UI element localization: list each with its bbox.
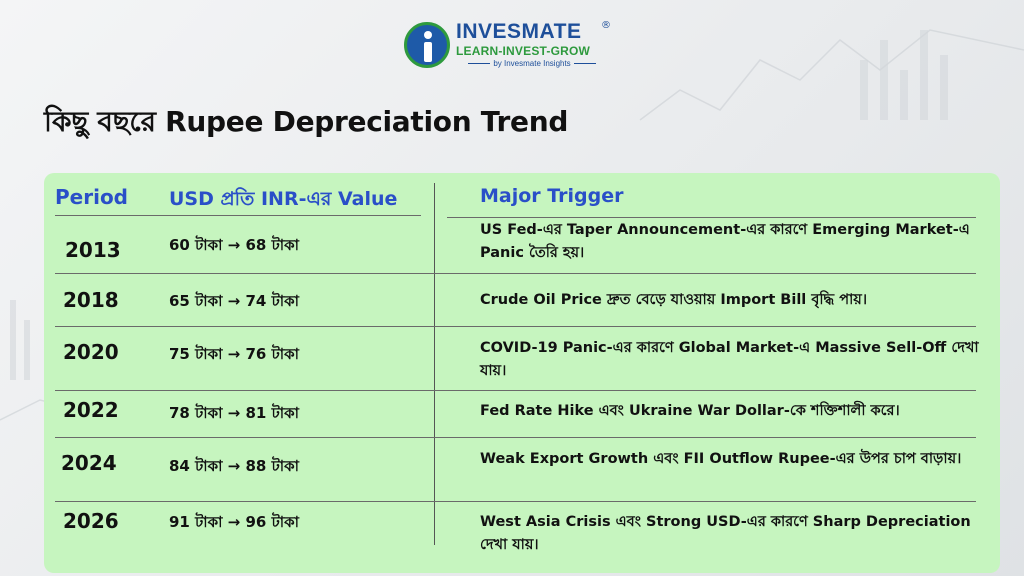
brand-logo: INVESMATE ® LEARN-INVEST-GROW by Invesma…: [404, 20, 619, 70]
row-year: 2020: [63, 340, 119, 364]
depreciation-table: Period USD প্রতি INR-এর Value Major Trig…: [44, 173, 1000, 573]
row-trigger: COVID-19 Panic-এর কারণে Global Market-এ …: [480, 340, 979, 379]
row-divider: [55, 215, 421, 216]
row-value: 84 টাকা → 88 টাকা: [169, 457, 299, 475]
header-value: USD প্রতি INR-এর Value: [169, 188, 398, 210]
row-trigger: Crude Oil Price দ্রুত বেড়ে যাওয়ায় Imp…: [480, 292, 867, 308]
row-value: 65 টাকা → 74 টাকা: [169, 292, 299, 310]
row-divider: [55, 326, 976, 327]
row-divider: [55, 273, 976, 274]
header-trigger: Major Trigger: [480, 185, 624, 207]
brand-name: INVESMATE: [456, 20, 582, 43]
row-year: 2024: [61, 451, 117, 475]
row-trigger: US Fed-এর Taper Announcement-এর কারণে Em…: [480, 222, 970, 261]
brand-tagline: LEARN-INVEST-GROW: [456, 44, 591, 58]
row-trigger: Weak Export Growth এবং FII Outflow Rupee…: [480, 451, 962, 467]
row-trigger: West Asia Crisis এবং Strong USD-এর কারণে…: [480, 514, 971, 553]
row-divider: [447, 217, 976, 218]
row-value: 78 টাকা → 81 টাকা: [169, 404, 299, 422]
page-title: কিছু বছরে Rupee Depreciation Trend: [44, 105, 569, 138]
registered-mark: ®: [601, 20, 611, 31]
row-year: 2018: [63, 288, 119, 312]
header-period: Period: [55, 185, 128, 209]
row-year: 2013: [65, 238, 121, 262]
brand-byline: by Invesmate Insights: [456, 59, 608, 68]
row-trigger: Fed Rate Hike এবং Ukraine War Dollar-কে …: [480, 403, 900, 419]
row-value: 60 টাকা → 68 টাকা: [169, 236, 299, 254]
row-year: 2022: [63, 398, 119, 422]
row-value: 91 টাকা → 96 টাকা: [169, 513, 299, 531]
column-divider: [434, 183, 435, 545]
row-divider: [55, 437, 976, 438]
logo-mark-icon: [404, 22, 450, 68]
row-divider: [55, 501, 976, 502]
row-divider: [55, 390, 976, 391]
row-year: 2026: [63, 509, 119, 533]
row-value: 75 টাকা → 76 টাকা: [169, 345, 299, 363]
